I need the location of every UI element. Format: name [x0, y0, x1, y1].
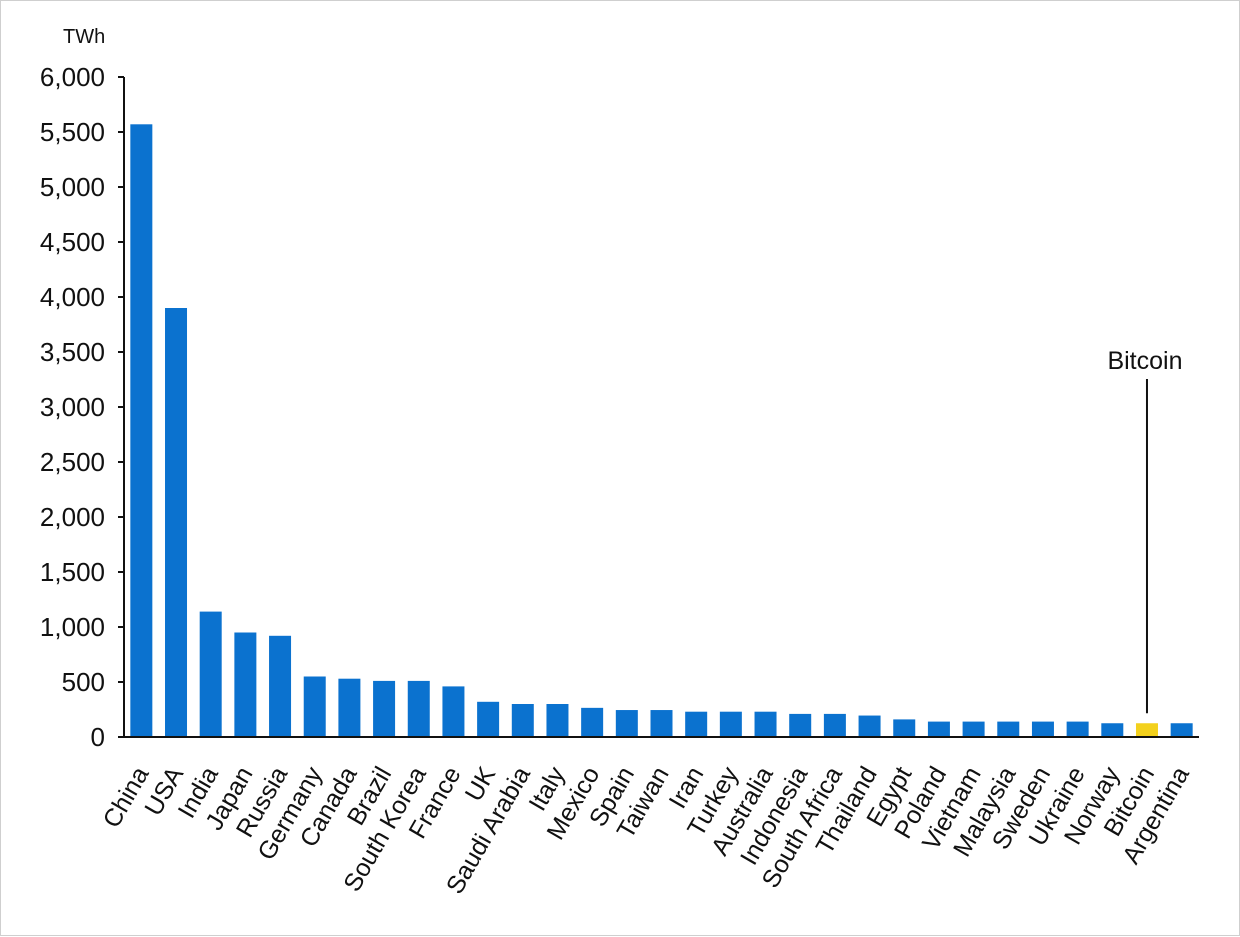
y-axis-ticks: 0 500 1,000 1,500 2,000 2,500 3,000 3,500 4,000 4…	[40, 62, 124, 752]
y-tick-label: 3,000	[40, 392, 105, 422]
bar-china	[130, 124, 153, 738]
bar-poland	[927, 721, 950, 737]
y-tick-label: 0	[91, 722, 105, 752]
x-axis-labels: ChinaUSAIndiaJapanRussiaGermanyCanadaBra…	[98, 762, 1195, 899]
bar-japan	[234, 632, 257, 737]
bar-spain	[615, 710, 638, 737]
bar-vietnam	[962, 721, 985, 737]
bar-usa	[165, 308, 188, 737]
bars	[130, 124, 1193, 738]
y-tick-label: 1,500	[40, 557, 105, 587]
bar-mexico	[581, 707, 604, 737]
bar-brazil	[373, 680, 396, 737]
bar-south-korea	[407, 680, 430, 737]
bar-saudi-arabia	[511, 704, 534, 737]
y-tick-label: 2,000	[40, 502, 105, 532]
bar-russia	[269, 635, 292, 737]
bar-thailand	[858, 715, 881, 737]
bar-bitcoin	[1135, 723, 1158, 737]
bar-france	[442, 686, 465, 737]
bar-norway	[1101, 723, 1124, 737]
y-tick-label: 2,500	[40, 447, 105, 477]
bar-indonesia	[789, 713, 812, 737]
y-axis-unit-label: TWh	[63, 26, 105, 48]
bar-iran	[685, 711, 708, 737]
bar-uk	[477, 701, 500, 737]
bar-sweden	[1031, 721, 1054, 737]
y-tick-label: 4,500	[40, 227, 105, 257]
bar-australia	[754, 711, 777, 737]
bar-south-africa	[823, 713, 846, 737]
bar-canada	[338, 678, 361, 737]
bar-argentina	[1170, 723, 1193, 737]
y-tick-label: 1,000	[40, 612, 105, 642]
bitcoin-callout: Bitcoin	[1107, 347, 1183, 714]
y-tick-label: 3,500	[40, 337, 105, 367]
bar-turkey	[719, 711, 742, 737]
bar-ukraine	[1066, 721, 1089, 737]
y-tick-label: 6,000	[40, 62, 105, 92]
bar-egypt	[893, 719, 916, 737]
bar-italy	[546, 704, 569, 737]
y-tick-label: 4,000	[40, 282, 105, 312]
y-tick-label: 5,000	[40, 172, 105, 202]
y-tick-label: 5,500	[40, 117, 105, 147]
callout-label: Bitcoin	[1107, 347, 1182, 375]
bar-malaysia	[997, 721, 1020, 737]
bar-germany	[303, 676, 326, 737]
bar-india	[199, 611, 222, 737]
y-tick-label: 500	[62, 667, 105, 697]
bar-taiwan	[650, 710, 673, 737]
